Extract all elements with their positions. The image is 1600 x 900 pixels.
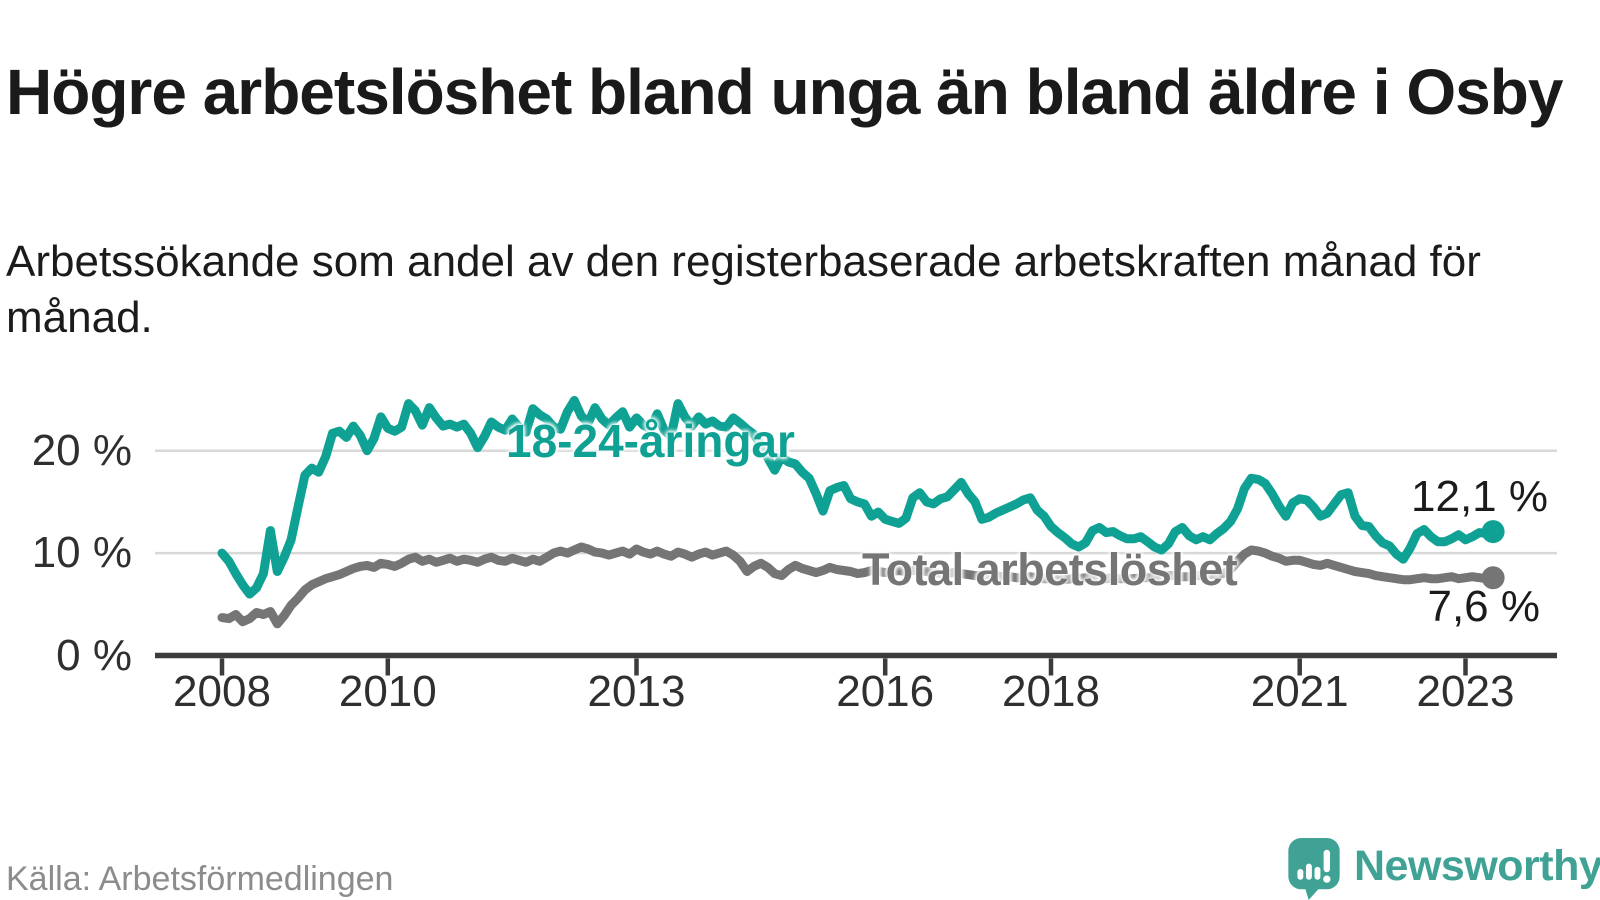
y-tick-label-10: 10 % xyxy=(31,528,132,578)
end-value-label-total: 7,6 % xyxy=(1427,582,1540,631)
source-credit: Källa: Arbetsförmedlingen xyxy=(6,860,394,898)
page-subtitle: Arbetssökande som andel av den registerb… xyxy=(6,237,1481,342)
brand-name: Newsworthy xyxy=(1354,842,1600,890)
exclamation-glyph xyxy=(1323,849,1331,873)
newsworthy-logo[interactable]: Newsworthy xyxy=(1288,838,1600,900)
x-tick-label-2008: 2008 xyxy=(173,667,271,716)
x-tick-label-2018: 2018 xyxy=(1002,667,1100,716)
x-tick-label-2021: 2021 xyxy=(1250,667,1349,716)
x-tick-label-2010: 2010 xyxy=(338,667,437,716)
x-tick-label-2016: 2016 xyxy=(836,667,935,716)
series-line-youth xyxy=(217,396,1498,599)
series-end-dot-youth xyxy=(1481,520,1505,544)
newsworthy-logo-icon xyxy=(1288,838,1340,900)
series-label-total: Total arbetslöshet xyxy=(862,544,1238,595)
x-tick-label-2023: 2023 xyxy=(1416,667,1515,716)
series-line-total xyxy=(217,542,1498,629)
bar-chart-glyph xyxy=(1297,869,1304,880)
page-title: Högre arbetslöshet bland unga än bland ä… xyxy=(6,55,1563,128)
end-value-label-youth: 12,1 % xyxy=(1411,472,1548,521)
x-tick-label-2013: 2013 xyxy=(587,667,686,716)
y-tick-label-0: 0 % xyxy=(56,630,132,680)
y-tick-label-20: 20 % xyxy=(31,425,132,475)
series-label-youth: 18-24-åringar xyxy=(506,415,795,467)
series-end-dot-total xyxy=(1481,566,1505,590)
